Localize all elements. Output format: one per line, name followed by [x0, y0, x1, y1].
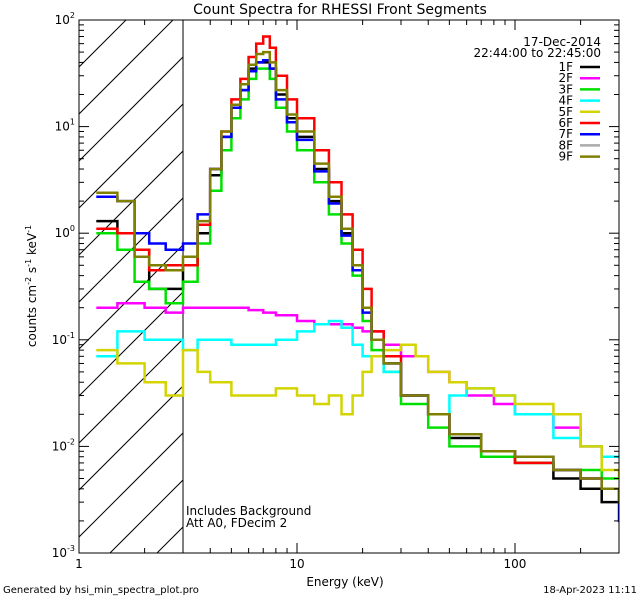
hatch-line — [79, 20, 80, 21]
hatch-line — [79, 197, 184, 303]
footer-generated-by: Generated by hsi_min_spectra_plot.pro — [3, 585, 199, 596]
background-region-hatch — [79, 20, 184, 553]
hatch-line — [79, 150, 184, 256]
y-tick-label: 10-1 — [52, 331, 75, 347]
legend-label: 5F — [558, 105, 573, 119]
time-range-annotation: 22:44:00 to 22:45:00 — [474, 46, 601, 60]
series-6f-line — [96, 35, 619, 491]
hatch-line — [79, 244, 184, 350]
x-axis-label: Energy (keV) — [306, 575, 383, 589]
series-7f-line — [96, 58, 619, 523]
hatch-line — [79, 103, 184, 209]
hatch-line — [79, 291, 184, 397]
series-4f-line — [96, 319, 619, 458]
hatch-line — [79, 56, 184, 162]
legend-label: 1F — [558, 60, 573, 74]
legend-label: 8F — [558, 138, 573, 152]
series-2f-line — [96, 302, 619, 458]
series-3f-line — [96, 67, 619, 480]
plot-frame — [78, 19, 620, 554]
y-axis-label: counts cm-2 s-1 keV-1 — [24, 225, 39, 347]
footer-timestamp: 18-Apr-2023 11:11 — [543, 585, 637, 596]
x-tick-label: 100 — [504, 557, 527, 571]
legend-label: 2F — [558, 71, 573, 85]
series-9f-line — [96, 50, 619, 504]
y-tick-label: 100 — [55, 224, 75, 240]
legend-label: 3F — [558, 82, 573, 96]
y-tick-label: 10-2 — [52, 437, 75, 453]
y-tick-label: 101 — [55, 118, 75, 134]
attenuator-note: Att A0, FDecim 2 — [186, 516, 287, 530]
hatch-line — [79, 20, 174, 115]
series-1f-line — [96, 61, 619, 504]
legend-label: 6F — [558, 116, 573, 130]
background-note: Includes Background — [186, 504, 311, 518]
legend-label: 4F — [558, 94, 573, 108]
hatch-line — [79, 432, 184, 538]
legend-label: 9F — [558, 150, 573, 164]
series-5f-line — [96, 343, 619, 480]
chart-title: Count Spectra for RHESSI Front Segments — [193, 2, 487, 18]
y-tick-label: 102 — [55, 11, 75, 27]
hatch-line — [79, 338, 184, 444]
legend-label: 7F — [558, 127, 573, 141]
hatch-line — [79, 20, 127, 68]
y-tick-label: 10-3 — [52, 544, 75, 560]
x-tick-label: 10 — [289, 557, 304, 571]
x-tick-label: 1 — [75, 557, 83, 571]
date-annotation: 17-Dec-2014 — [523, 35, 601, 49]
hatch-line — [79, 385, 184, 491]
